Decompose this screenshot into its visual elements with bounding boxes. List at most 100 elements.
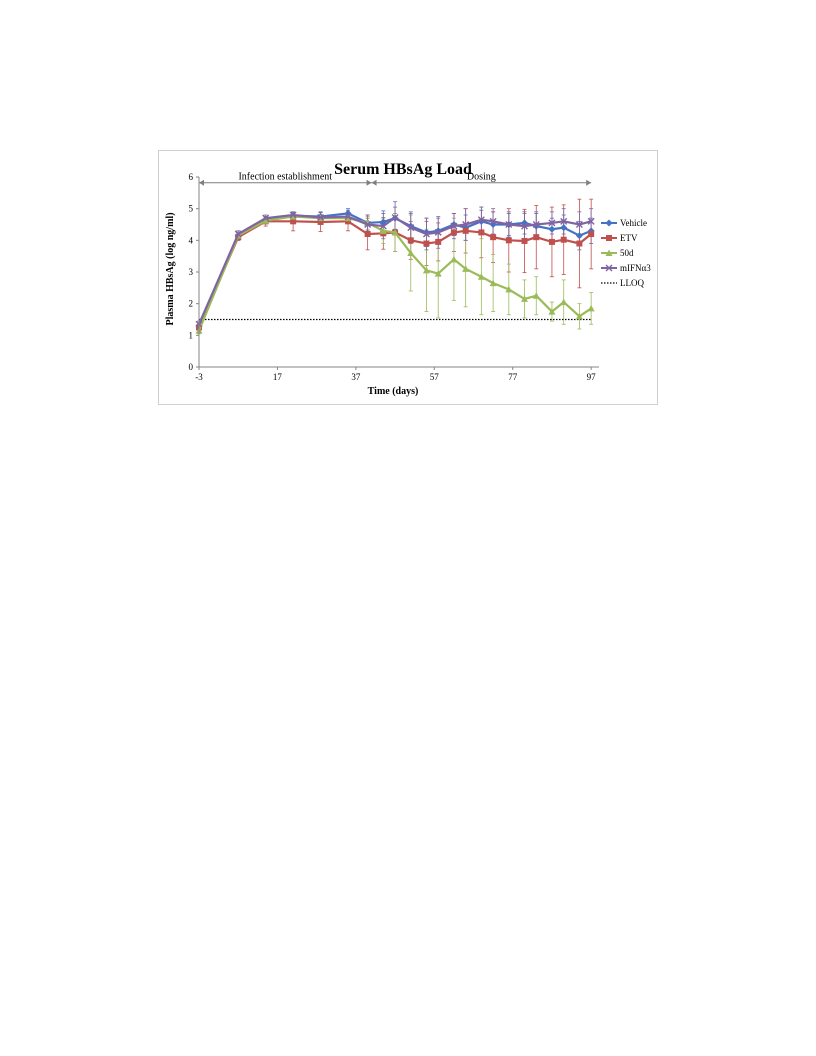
legend-item: mIFNα3 xyxy=(601,263,651,273)
data-point-cross xyxy=(422,230,430,238)
x-axis-title: Time (days) xyxy=(368,386,419,397)
data-point-cross xyxy=(364,221,372,228)
data-point-square xyxy=(478,229,485,236)
legend: Vehicle ETV 50d mIFNα3 LLOQ xyxy=(601,218,651,288)
data-point-square xyxy=(435,238,442,245)
data-point-triangle xyxy=(391,228,399,236)
data-point-triangle xyxy=(560,298,568,306)
data-point-cross xyxy=(505,221,513,228)
data-point-triangle xyxy=(462,265,470,272)
data-point-triangle xyxy=(489,279,497,287)
legend-item: ETV xyxy=(601,233,638,243)
x-tick-label: 97 xyxy=(587,372,597,382)
data-point-square xyxy=(290,218,297,225)
data-point-diamond xyxy=(434,227,442,235)
data-point-cross xyxy=(344,213,352,221)
y-axis-title: Plasma HBsAg (log ng/ml) xyxy=(165,212,176,325)
phase-arrowhead-right xyxy=(586,179,592,186)
data-point-cross xyxy=(450,222,458,230)
data-point-square xyxy=(548,238,555,245)
y-tick-label: 1 xyxy=(189,330,194,340)
data-point-triangle xyxy=(344,214,352,222)
data-point-cross xyxy=(548,219,556,227)
series-line-group xyxy=(195,213,595,334)
x-tick-label: 17 xyxy=(273,372,283,382)
data-point-square xyxy=(407,237,414,244)
data-point-square xyxy=(606,235,612,241)
data-point-square xyxy=(533,234,540,241)
data-point-square xyxy=(317,218,324,225)
x-tick-label: 77 xyxy=(508,372,517,382)
data-point-triangle xyxy=(434,270,442,277)
phase-arrowhead-right xyxy=(366,179,372,186)
legend-item: 50d xyxy=(601,248,634,258)
axes: 0 1 2 3 4 5 6 -3 17 37 57 77 97 xyxy=(189,172,599,382)
phase-arrowhead-left xyxy=(199,179,204,186)
data-point-cross xyxy=(391,214,399,222)
data-point-cross xyxy=(407,224,415,232)
data-point-square xyxy=(490,234,497,241)
data-point-cross xyxy=(379,222,387,230)
data-point-triangle xyxy=(532,292,540,299)
data-point-triangle xyxy=(262,217,270,224)
data-point-diamond xyxy=(548,225,556,233)
chart-title: Serum HBsAg Load xyxy=(334,161,472,178)
data-point-cross xyxy=(587,217,595,225)
data-point-square xyxy=(423,240,430,247)
data-point-triangle xyxy=(505,285,513,293)
phase-label: Infection establishment xyxy=(238,172,332,183)
data-point-cross xyxy=(317,214,325,222)
data-point-diamond xyxy=(575,232,583,240)
data-point-square xyxy=(364,231,371,237)
x-tick-label: 37 xyxy=(351,372,361,382)
data-point-diamond xyxy=(379,218,387,226)
data-point-cross xyxy=(234,230,242,238)
data-point-square xyxy=(505,237,512,244)
legend-label: mIFNα3 xyxy=(620,263,651,273)
y-tick-label: 0 xyxy=(189,362,194,372)
data-point-triangle xyxy=(477,273,485,280)
data-point-cross xyxy=(575,221,583,228)
x-tick-label: -3 xyxy=(195,372,203,382)
legend-label: ETV xyxy=(620,233,638,243)
data-point-diamond xyxy=(407,222,415,230)
data-point-square xyxy=(588,231,595,237)
data-point-square xyxy=(462,227,469,234)
data-point-triangle xyxy=(587,304,595,312)
legend-label: LLOQ xyxy=(620,278,644,288)
data-point-triangle xyxy=(520,295,528,302)
data-point-cross xyxy=(520,222,528,230)
data-point-diamond xyxy=(605,219,613,227)
hbsag-line-chart: Serum HBsAg Load Infection establishment… xyxy=(165,161,651,397)
phase-arrowhead-left xyxy=(371,179,377,186)
data-point-diamond xyxy=(560,224,568,232)
data-point-cross xyxy=(434,228,442,236)
y-tick-label: 5 xyxy=(189,204,194,214)
legend-item-lloq: LLOQ xyxy=(601,278,644,288)
data-point-cross xyxy=(605,264,613,272)
chart-frame: Serum HBsAg Load Infection establishment… xyxy=(158,150,658,405)
legend-label: 50d xyxy=(620,248,634,258)
data-point-cross xyxy=(489,217,497,225)
legend-item: Vehicle xyxy=(601,218,647,228)
data-point-square xyxy=(521,237,528,244)
data-point-cross xyxy=(532,221,540,228)
data-point-triangle xyxy=(422,266,430,274)
data-point-triangle xyxy=(450,255,458,263)
y-tick-label: 4 xyxy=(189,235,194,245)
data-point-cross xyxy=(560,217,568,225)
data-point-triangle xyxy=(407,249,415,256)
data-point-cross xyxy=(462,221,470,228)
y-tick-label: 6 xyxy=(189,172,194,182)
data-point-square xyxy=(345,218,352,225)
data-point-triangle xyxy=(548,308,556,315)
data-point-square xyxy=(576,240,583,247)
x-tick-label: 57 xyxy=(430,372,440,382)
data-point-square xyxy=(450,229,457,236)
data-point-triangle xyxy=(575,312,583,320)
data-point-triangle xyxy=(605,249,613,256)
series-line-group xyxy=(195,211,595,328)
y-tick-label: 2 xyxy=(189,299,194,309)
data-point-triangle xyxy=(289,213,297,220)
phase-annotations: Infection establishment Dosing xyxy=(199,172,592,186)
